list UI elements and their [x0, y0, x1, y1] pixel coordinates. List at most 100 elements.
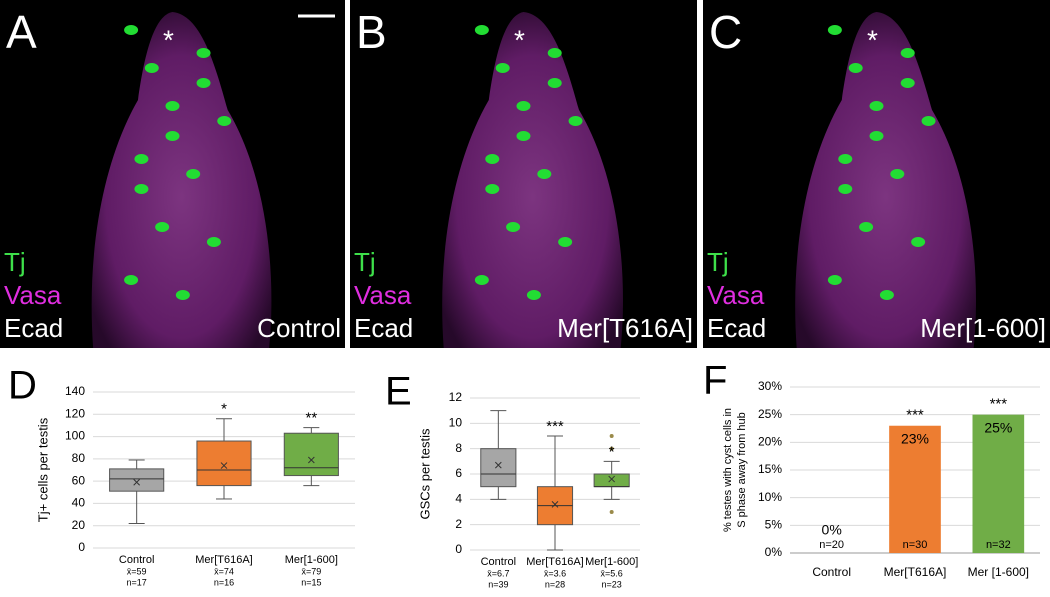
x-tick-label: Mer[T616A]: [884, 565, 947, 579]
panel-letter: A: [6, 6, 37, 58]
genotype-label: Mer[1-600]: [920, 313, 1046, 343]
tj-cell: [196, 48, 211, 58]
y-tick-label: 30%: [758, 379, 782, 393]
tj-cell: [196, 78, 211, 88]
box: [283, 432, 339, 477]
mean-label: x̄=74: [214, 566, 234, 576]
genotype-label: Control: [257, 313, 341, 343]
y-tick-label: 100: [65, 429, 85, 443]
value-label: 25%: [984, 419, 1012, 435]
y-tick-label: 12: [449, 390, 463, 404]
n-label: n=23: [602, 579, 622, 589]
mean-label: x̄=3.6: [544, 568, 566, 578]
value-label: 0%: [822, 522, 842, 538]
outlier: [609, 434, 614, 438]
y-tick-label: 10%: [758, 490, 782, 504]
panel-letter: B: [356, 6, 387, 58]
significance: *: [609, 443, 615, 460]
y-tick-label: 5%: [765, 518, 783, 532]
significance: ***: [990, 396, 1008, 413]
mean-marker: [133, 478, 141, 486]
tj-cell: [516, 101, 531, 111]
n-label: n=30: [903, 539, 928, 551]
hub-marker: *: [867, 24, 878, 55]
y-tick-label: 0: [78, 540, 85, 554]
tissue: [442, 12, 624, 348]
mean-label: x̄=79: [301, 566, 321, 576]
tj-cell: [827, 275, 842, 285]
tj-cell: [516, 131, 531, 141]
y-tick-label: 25%: [758, 407, 782, 421]
bar: [889, 425, 941, 553]
tj-cell: [537, 169, 552, 179]
tj-cell: [848, 63, 863, 73]
box: [196, 440, 252, 487]
mean-marker: [608, 475, 616, 483]
tj-cell: [175, 290, 190, 300]
x-tick-label: Mer[1-600]: [585, 556, 638, 568]
n-label: n=20: [819, 539, 844, 551]
tj-cell: [217, 116, 232, 126]
bar: [972, 414, 1025, 553]
tj-cell: [485, 184, 500, 194]
mean-label: x̄=59: [127, 566, 147, 576]
mean-marker: [307, 456, 315, 464]
tj-cell: [827, 25, 842, 35]
significance: ***: [546, 418, 564, 435]
n-label: n=28: [545, 579, 565, 589]
y-axis-label: S phase away from hub: [736, 412, 748, 528]
y-tick-label: 6: [455, 466, 462, 480]
tj-cell: [485, 154, 500, 164]
x-tick-label: Mer[T616A]: [526, 556, 583, 568]
box: [109, 468, 165, 492]
tj-cell: [869, 101, 884, 111]
tj-cell: [838, 154, 853, 164]
y-tick-label: 4: [455, 492, 462, 506]
y-tick-label: 0%: [765, 545, 783, 559]
n-label: n=15: [301, 577, 321, 587]
value-label: 23%: [901, 430, 929, 446]
y-tick-label: 15%: [758, 462, 782, 476]
y-tick-label: 8: [455, 441, 462, 455]
stain-label: Ecad: [354, 313, 413, 343]
outlier: [609, 446, 614, 451]
tj-cell: [474, 25, 489, 35]
genotype-label: Mer[T616A]: [557, 313, 693, 343]
tj-cell: [900, 48, 915, 58]
y-tick-label: 140: [65, 384, 85, 398]
mean-marker: [494, 461, 502, 469]
y-tick-label: 10: [449, 416, 463, 430]
n-label: n=17: [127, 577, 147, 587]
significance: **: [305, 410, 317, 427]
tj-cell: [838, 184, 853, 194]
y-tick-label: 20%: [758, 435, 782, 449]
y-tick-label: 2: [455, 517, 462, 531]
tj-cell: [506, 222, 521, 232]
tj-cell: [911, 237, 926, 247]
y-tick-label: 60: [72, 473, 86, 487]
tj-cell: [144, 63, 159, 73]
x-tick-label: Control: [812, 565, 851, 579]
hub-marker: *: [163, 24, 174, 55]
tj-cell: [890, 169, 905, 179]
tj-cell: [558, 237, 573, 247]
tj-cell: [547, 48, 562, 58]
box: [480, 448, 517, 488]
mean-marker: [220, 462, 228, 469]
mean-label: x̄=5.6: [601, 568, 623, 578]
tj-cell: [547, 78, 562, 88]
tj-cell: [879, 290, 894, 300]
tj-cell: [124, 275, 139, 285]
box: [593, 473, 630, 488]
panel-letter: E: [385, 370, 412, 414]
x-tick-label: Mer[1-600]: [285, 554, 338, 566]
x-tick-label: Mer [1-600]: [968, 565, 1029, 579]
y-axis-label: Tj+ cells per testis: [35, 417, 50, 522]
panel-letter: D: [8, 364, 37, 408]
stain-label: Tj: [707, 247, 729, 277]
panel-letter: F: [703, 359, 727, 403]
outlier: [609, 510, 614, 514]
tj-cell: [900, 78, 915, 88]
tj-cell: [165, 131, 180, 141]
